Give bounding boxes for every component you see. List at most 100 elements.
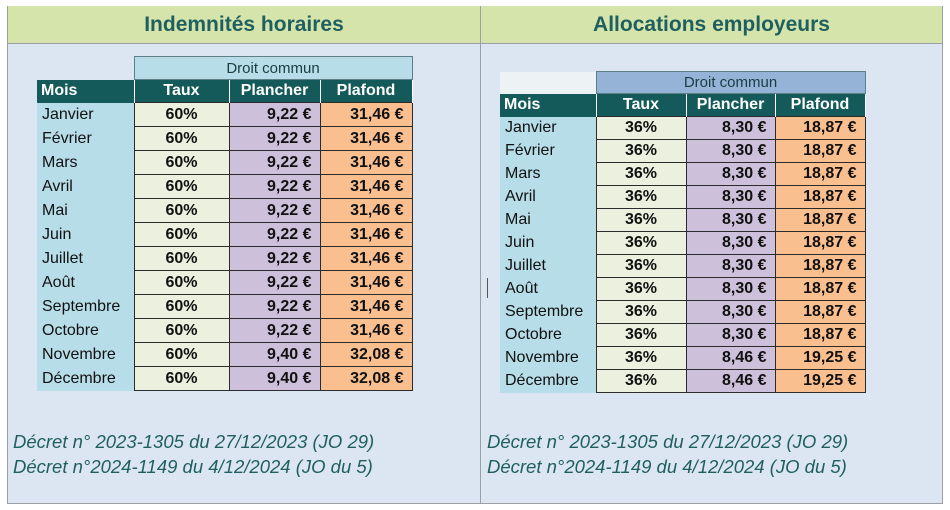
- plancher-cell: 8,30 €: [685, 208, 776, 232]
- month-cell: Mai: [500, 208, 596, 232]
- plancher-cell: 8,30 €: [685, 323, 776, 347]
- month-cell: Août: [37, 270, 134, 295]
- plancher-cell: 8,30 €: [685, 231, 776, 255]
- month-cell: Mars: [500, 162, 596, 186]
- plancher-cell: 8,30 €: [685, 116, 776, 140]
- plafond-cell: 19,25 €: [774, 369, 866, 393]
- month-cell: Mars: [37, 150, 134, 175]
- plancher-cell: 8,46 €: [685, 369, 776, 393]
- taux-cell: 60%: [133, 222, 230, 247]
- table-row: Juillet 60% 9,22 €31,46 €: [37, 246, 413, 271]
- plancher-cell: 9,40 €: [228, 366, 321, 391]
- plancher-cell: 8,30 €: [685, 277, 776, 301]
- taux-cell: 60%: [133, 174, 230, 199]
- month-cell: Janvier: [37, 102, 134, 127]
- plafond-cell: 18,87 €: [774, 277, 866, 301]
- taux-cell: 60%: [133, 366, 230, 391]
- left-decree-1: Décret n° 2023-1305 du 27/12/2023 (JO 29…: [13, 431, 375, 452]
- plafond-cell: 18,87 €: [774, 323, 866, 347]
- plancher-cell: 9,40 €: [228, 342, 321, 367]
- plafond-cell: 31,46 €: [319, 198, 413, 223]
- month-cell: Octobre: [500, 323, 596, 347]
- month-cell: Décembre: [37, 366, 134, 391]
- right-rates-table: Droit commun Mois Taux Plancher Plafond …: [500, 71, 866, 393]
- plancher-cell: 8,46 €: [685, 346, 776, 370]
- column-header-plancher: Plancher: [229, 79, 321, 103]
- month-cell: Avril: [500, 185, 596, 209]
- plancher-cell: 9,22 €: [228, 150, 321, 175]
- table-row: Novembre 60% 9,40 €32,08 €: [37, 342, 413, 367]
- plancher-cell: 9,22 €: [228, 294, 321, 319]
- plafond-cell: 31,46 €: [319, 222, 413, 247]
- taux-cell: 60%: [133, 246, 230, 271]
- group-header-droit-commun: Droit commun: [133, 56, 413, 80]
- month-cell: Juin: [37, 222, 134, 247]
- plancher-cell: 9,22 €: [228, 126, 321, 151]
- table-row: Décembre 60% 9,40 €32,08 €: [37, 366, 413, 391]
- empty-corner: [500, 71, 596, 94]
- month-cell: Août: [500, 277, 596, 301]
- table-row: Novembre 36% 8,46 €19,25 €: [500, 346, 866, 370]
- taux-cell: 60%: [133, 294, 230, 319]
- panel-divider: [480, 6, 481, 504]
- month-cell: Septembre: [500, 300, 596, 324]
- plafond-cell: 18,87 €: [774, 185, 866, 209]
- plafond-cell: 31,46 €: [319, 126, 413, 151]
- table-row: Février 36% 8,30 €18,87 €: [500, 139, 866, 163]
- taux-cell: 36%: [595, 139, 687, 163]
- taux-cell: 36%: [595, 323, 687, 347]
- plancher-cell: 9,22 €: [228, 222, 321, 247]
- taux-cell: 36%: [595, 208, 687, 232]
- table-row: Octobre 60% 9,22 €31,46 €: [37, 318, 413, 343]
- column-header-plafond: Plafond: [775, 93, 866, 117]
- plafond-cell: 31,46 €: [319, 102, 413, 127]
- taux-cell: 36%: [595, 346, 687, 370]
- table-row: Mars 36% 8,30 €18,87 €: [500, 162, 866, 186]
- plancher-cell: 9,22 €: [228, 318, 321, 343]
- table-row: Mai 60% 9,22 €31,46 €: [37, 198, 413, 223]
- month-cell: Mai: [37, 198, 134, 223]
- month-cell: Novembre: [37, 342, 134, 367]
- plancher-cell: 8,30 €: [685, 185, 776, 209]
- table-row: Janvier 60% 9,22 €31,46 €: [37, 102, 413, 127]
- plancher-cell: 9,22 €: [228, 270, 321, 295]
- plafond-cell: 31,46 €: [319, 150, 413, 175]
- month-cell: Septembre: [37, 294, 134, 319]
- plafond-cell: 31,46 €: [319, 318, 413, 343]
- plafond-cell: 18,87 €: [774, 231, 866, 255]
- plafond-cell: 18,87 €: [774, 116, 866, 140]
- table-row: Avril 36% 8,30 €18,87 €: [500, 185, 866, 209]
- month-cell: Décembre: [500, 369, 596, 393]
- table-row: Juin 36% 8,30 €18,87 €: [500, 231, 866, 255]
- empty-corner: [37, 57, 134, 80]
- taux-cell: 36%: [595, 277, 687, 301]
- plancher-cell: 9,22 €: [228, 174, 321, 199]
- column-header-taux: Taux: [596, 93, 687, 117]
- taux-cell: 36%: [595, 254, 687, 278]
- table-row: Octobre 36% 8,30 €18,87 €: [500, 323, 866, 347]
- left-decree-2: Décret n°2024-1149 du 4/12/2024 (JO du 5…: [13, 456, 373, 477]
- taux-cell: 36%: [595, 162, 687, 186]
- table-row: Septembre 60% 9,22 €31,46 €: [37, 294, 413, 319]
- plafond-cell: 18,87 €: [774, 162, 866, 186]
- plafond-cell: 32,08 €: [319, 342, 413, 367]
- month-cell: Juillet: [500, 254, 596, 278]
- month-cell: Février: [37, 126, 134, 151]
- plafond-cell: 31,46 €: [319, 294, 413, 319]
- plancher-cell: 9,22 €: [228, 198, 321, 223]
- month-cell: Juin: [500, 231, 596, 255]
- table-row: Décembre 36% 8,46 €19,25 €: [500, 369, 866, 393]
- plafond-cell: 32,08 €: [319, 366, 413, 391]
- taux-cell: 60%: [133, 150, 230, 175]
- right-decree-2: Décret n°2024-1149 du 4/12/2024 (JO du 5…: [487, 456, 847, 477]
- taux-cell: 60%: [133, 126, 230, 151]
- column-header-taux: Taux: [134, 79, 230, 103]
- table-row: Janvier 36% 8,30 €18,87 €: [500, 116, 866, 140]
- taux-cell: 60%: [133, 318, 230, 343]
- group-header-droit-commun: Droit commun: [595, 71, 866, 94]
- plafond-cell: 31,46 €: [319, 174, 413, 199]
- table-row: Septembre 36% 8,30 €18,87 €: [500, 300, 866, 324]
- plafond-cell: 19,25 €: [774, 346, 866, 370]
- plafond-cell: 18,87 €: [774, 300, 866, 324]
- column-header-mois: Mois: [37, 79, 135, 103]
